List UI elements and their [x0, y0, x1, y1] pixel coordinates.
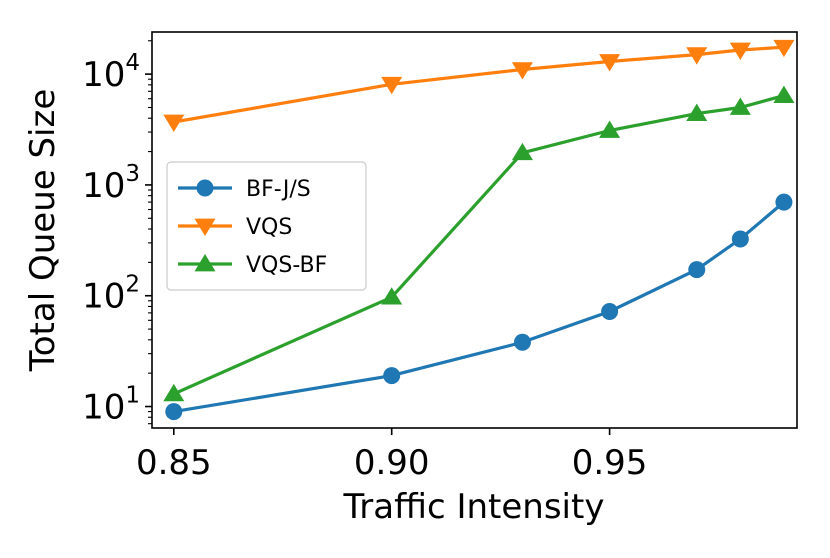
- y-tick-label: 103: [82, 161, 140, 206]
- y-tick-label: 101: [82, 383, 140, 428]
- data-point: [599, 120, 621, 138]
- legend-marker: [194, 254, 216, 272]
- x-tick-label: 0.85: [136, 443, 212, 483]
- data-point: [513, 333, 531, 351]
- data-point: [165, 403, 183, 421]
- data-point: [601, 303, 619, 321]
- legend-frame: [166, 161, 367, 291]
- x-tick-label: 0.90: [354, 443, 430, 483]
- data-point: [163, 383, 185, 402]
- y-axis: 101 102 103 104: [82, 40, 152, 428]
- y-axis-label: Total Queue Size: [23, 89, 63, 373]
- series-layer: [163, 39, 795, 421]
- data-point: [688, 261, 706, 279]
- x-axis-label: Traffic Intensity: [343, 487, 605, 527]
- legend-label: BF-J/S: [246, 177, 311, 202]
- data-point: [686, 103, 708, 121]
- legend-label: VQS-BF: [246, 253, 327, 278]
- data-point: [773, 85, 795, 103]
- data-point: [511, 142, 533, 161]
- data-point: [729, 97, 751, 115]
- data-point: [599, 54, 621, 72]
- series-vqs: [163, 39, 795, 132]
- legend-marker: [194, 218, 216, 236]
- legend-label: VQS: [246, 215, 292, 240]
- data-point: [731, 230, 749, 248]
- data-point: [381, 76, 403, 95]
- data-point: [729, 42, 751, 61]
- legend-marker: [196, 179, 214, 197]
- data-point: [686, 47, 708, 65]
- data-point: [773, 39, 795, 58]
- series-vqs-bf: [163, 85, 795, 402]
- data-point: [381, 287, 403, 305]
- data-point: [163, 114, 185, 132]
- legend: BF-J/S VQS VQS-BF: [166, 161, 367, 291]
- x-axis: 0.85 0.90 0.95: [136, 428, 648, 483]
- data-point: [511, 62, 533, 80]
- data-point: [383, 367, 401, 385]
- y-tick-label: 104: [82, 50, 140, 95]
- x-tick-label: 0.95: [572, 443, 648, 483]
- series-bf-j-s: [165, 193, 793, 421]
- y-tick-label: 102: [82, 272, 140, 317]
- data-point: [775, 193, 793, 211]
